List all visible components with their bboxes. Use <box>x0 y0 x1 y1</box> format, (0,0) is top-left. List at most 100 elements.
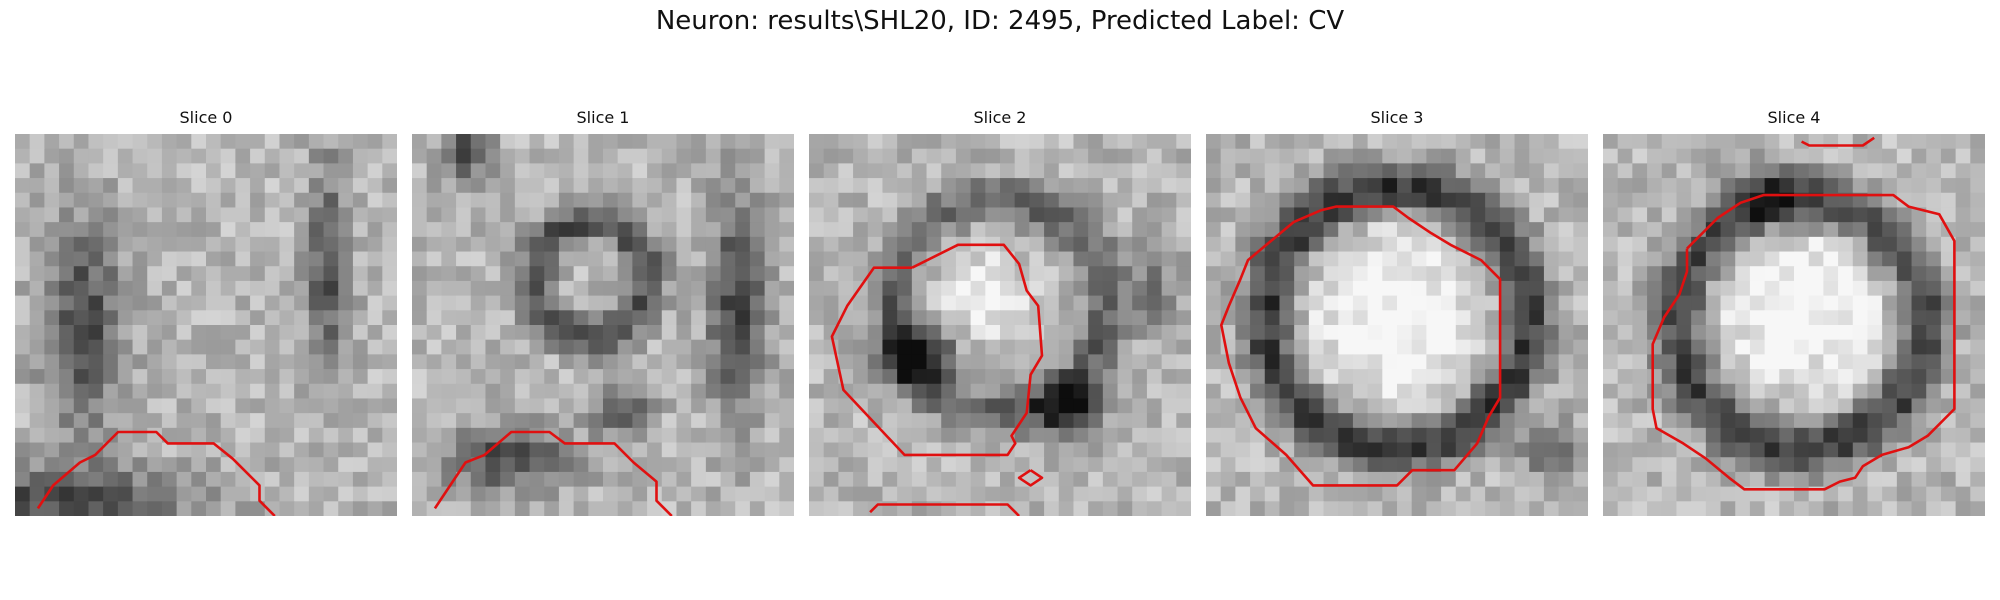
pixel <box>1161 222 1177 238</box>
pixel <box>1176 295 1191 311</box>
pixel <box>1323 486 1339 502</box>
pixel <box>1691 325 1707 341</box>
pixel <box>823 501 839 516</box>
pixel <box>1000 325 1016 341</box>
pixel <box>59 134 75 150</box>
pixel <box>749 369 766 385</box>
pixel <box>1764 383 1780 400</box>
pixel <box>1338 295 1354 311</box>
pixel <box>1603 398 1619 414</box>
pixel <box>29 354 45 370</box>
pixel <box>470 427 487 444</box>
pixel <box>1691 192 1707 209</box>
pixel <box>1382 310 1398 326</box>
pixel <box>1279 398 1295 414</box>
pixel <box>1441 413 1457 429</box>
pixel <box>514 310 531 326</box>
pixel <box>1338 457 1354 473</box>
pixel <box>470 266 487 282</box>
pixel <box>720 222 736 238</box>
pixel <box>1720 442 1736 458</box>
pixel <box>882 222 898 238</box>
pixel <box>1308 192 1325 209</box>
pixel <box>838 501 854 516</box>
pixel <box>1485 295 1501 311</box>
pixel <box>1852 295 1869 311</box>
pixel <box>1250 163 1266 179</box>
pixel <box>1632 325 1648 341</box>
pixel <box>15 383 31 400</box>
pixel <box>147 501 163 516</box>
pixel <box>1338 398 1354 414</box>
pixel <box>838 398 854 414</box>
pixel <box>485 369 501 385</box>
pixel <box>220 325 236 341</box>
pixel <box>1764 427 1780 444</box>
pixel <box>206 192 222 209</box>
pixel <box>1955 148 1971 164</box>
pixel <box>1705 134 1722 150</box>
pixel <box>117 207 134 223</box>
pixel <box>558 339 575 355</box>
pixel <box>1661 192 1678 209</box>
pixel <box>573 398 589 414</box>
pixel <box>1838 501 1854 516</box>
pixel <box>867 442 884 458</box>
pixel <box>191 471 207 488</box>
pixel <box>882 280 898 297</box>
pixel <box>1970 178 1985 194</box>
pixel <box>867 222 884 238</box>
pixel <box>294 178 310 194</box>
pixel <box>15 310 31 326</box>
pixel <box>15 134 31 150</box>
pixel <box>617 354 633 370</box>
pixel <box>1603 178 1619 194</box>
pixel <box>1426 280 1442 297</box>
pixel <box>514 486 531 502</box>
pixel <box>132 427 148 444</box>
pixel <box>1279 471 1295 488</box>
pixel <box>1852 398 1869 414</box>
pixel <box>1411 266 1427 282</box>
pixel <box>1603 266 1619 282</box>
pixel <box>308 398 325 414</box>
pixel <box>588 383 604 400</box>
pixel <box>1808 222 1824 238</box>
pixel <box>1441 383 1457 400</box>
pixel <box>1294 354 1310 370</box>
pixel <box>1867 222 1883 238</box>
pixel <box>1896 369 1913 385</box>
pixel <box>573 339 589 355</box>
pixel <box>1970 339 1985 355</box>
pixel <box>1206 222 1222 238</box>
pixel <box>1705 354 1722 370</box>
pixel <box>1970 192 1985 209</box>
pixel <box>1014 501 1030 516</box>
pixel <box>1044 457 1060 473</box>
pixel <box>617 471 633 488</box>
pixel <box>1411 251 1427 267</box>
pixel <box>279 413 295 429</box>
pixel <box>1441 339 1457 355</box>
pixel <box>1382 222 1398 238</box>
pixel <box>1250 236 1266 253</box>
pixel <box>1397 192 1413 209</box>
pixel <box>1102 398 1119 414</box>
pixel <box>838 486 854 502</box>
pixel <box>897 325 913 341</box>
pixel <box>1970 471 1985 488</box>
pixel <box>720 383 736 400</box>
pixel <box>1132 486 1148 502</box>
pixel <box>1220 192 1236 209</box>
pixel <box>1661 486 1678 502</box>
pixel <box>1161 398 1177 414</box>
pixel <box>161 280 178 297</box>
pixel <box>1558 295 1574 311</box>
pixel <box>1970 207 1985 223</box>
pixel <box>1617 192 1633 209</box>
pixel <box>720 427 736 444</box>
pixel <box>294 471 310 488</box>
pixel <box>1146 413 1163 429</box>
pixel <box>1485 163 1501 179</box>
pixel <box>691 398 707 414</box>
